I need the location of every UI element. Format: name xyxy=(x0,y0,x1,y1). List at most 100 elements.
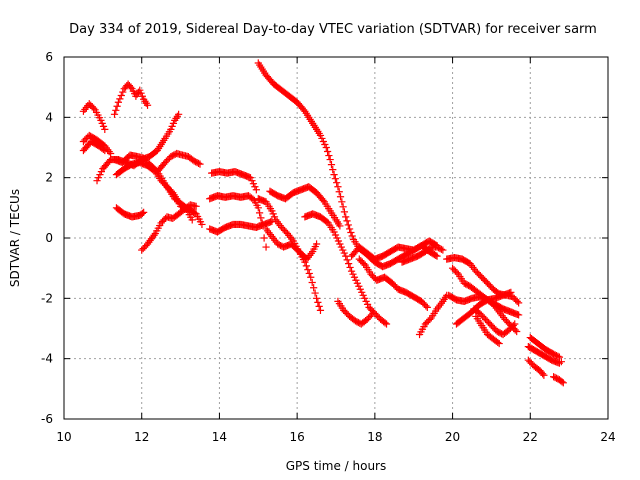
data-point xyxy=(110,110,119,118)
data-point xyxy=(555,359,564,367)
data-point xyxy=(196,160,204,168)
chart-title: Day 334 of 2019, Sidereal Day-to-day VTE… xyxy=(69,22,597,37)
data-point xyxy=(107,149,115,158)
data-point xyxy=(346,263,354,272)
data-point xyxy=(382,320,391,328)
data-point xyxy=(555,353,564,361)
data-point xyxy=(191,209,199,217)
data-point xyxy=(270,213,279,221)
data-point xyxy=(329,166,337,174)
y-tick-label: -6 xyxy=(41,412,53,426)
data-point xyxy=(112,106,120,114)
data-point xyxy=(345,260,353,268)
data-point xyxy=(257,214,265,222)
data-point xyxy=(558,378,566,386)
y-tick-label: 6 xyxy=(45,50,53,64)
series-arc18 xyxy=(301,210,391,328)
data-point xyxy=(515,311,523,319)
x-tick-label: 20 xyxy=(445,430,460,444)
data-point xyxy=(188,216,196,224)
data-point xyxy=(307,273,315,281)
data-point xyxy=(143,101,152,109)
data-point xyxy=(302,262,310,270)
data-point xyxy=(136,86,144,94)
series-arc13 xyxy=(206,217,276,236)
data-point xyxy=(511,320,519,328)
data-point xyxy=(99,122,108,130)
x-tick-label: 18 xyxy=(367,430,382,444)
series-arc22 xyxy=(398,243,447,266)
data-point xyxy=(326,155,334,164)
data-point xyxy=(252,186,260,194)
axis-ticks xyxy=(63,56,609,420)
data-point xyxy=(327,160,336,169)
series-arc24 xyxy=(443,254,523,307)
data-point xyxy=(175,110,183,118)
data-point xyxy=(113,102,121,110)
data-point xyxy=(97,116,105,124)
data-point xyxy=(301,254,310,262)
data-point xyxy=(311,289,319,297)
data-point xyxy=(344,221,352,229)
data-point xyxy=(334,183,342,191)
data-point xyxy=(322,143,330,152)
y-tick-label: -4 xyxy=(41,352,53,366)
data-point xyxy=(331,175,339,183)
data-point xyxy=(304,266,312,274)
data-point xyxy=(330,171,338,179)
x-tick-label: 10 xyxy=(56,430,71,444)
data-point xyxy=(262,243,270,251)
series-arc20 xyxy=(355,255,431,311)
data-point xyxy=(347,228,355,237)
data-point xyxy=(98,119,106,127)
series-arc19 xyxy=(347,241,441,263)
data-point xyxy=(255,209,264,217)
y-axis-label: SDTVAR / TECUs xyxy=(8,189,22,287)
series-arc8 xyxy=(112,204,148,221)
data-point xyxy=(465,259,473,267)
data-point xyxy=(369,309,377,318)
data-point xyxy=(260,234,268,242)
series-arc33 xyxy=(550,373,567,387)
data-point xyxy=(423,303,431,311)
data-point xyxy=(342,213,350,221)
x-axis-label: GPS time / hours xyxy=(286,459,387,473)
series-arc21 xyxy=(334,297,377,328)
data-point xyxy=(540,371,548,379)
data-point xyxy=(339,203,347,211)
data-point xyxy=(316,306,325,314)
data-point xyxy=(138,92,146,100)
series-arc31 xyxy=(524,343,564,367)
data-point xyxy=(340,208,349,216)
data-point xyxy=(314,298,322,306)
data-point xyxy=(140,208,148,216)
series-arc23 xyxy=(415,291,451,339)
x-tick-label: 14 xyxy=(212,430,227,444)
series-arc16 xyxy=(266,183,344,230)
x-tick-label: 24 xyxy=(600,430,615,444)
data-point xyxy=(343,256,351,264)
data-point xyxy=(343,217,351,225)
data-point xyxy=(348,232,356,240)
data-point xyxy=(325,151,333,160)
data-point xyxy=(101,146,109,155)
data-point xyxy=(192,202,200,210)
y-tick-label: 0 xyxy=(45,231,53,245)
data-series xyxy=(79,59,567,387)
data-point xyxy=(101,125,109,133)
series-arc3 xyxy=(79,137,109,155)
data-point xyxy=(305,269,313,278)
series-arc1 xyxy=(79,100,109,133)
data-point xyxy=(342,252,350,260)
data-point xyxy=(433,252,441,260)
data-point xyxy=(338,198,346,206)
data-point xyxy=(439,246,447,254)
data-point xyxy=(495,339,503,348)
data-point xyxy=(269,210,277,218)
data-point xyxy=(137,89,145,97)
data-point xyxy=(333,179,341,187)
data-point xyxy=(315,302,323,310)
data-point xyxy=(308,278,316,287)
